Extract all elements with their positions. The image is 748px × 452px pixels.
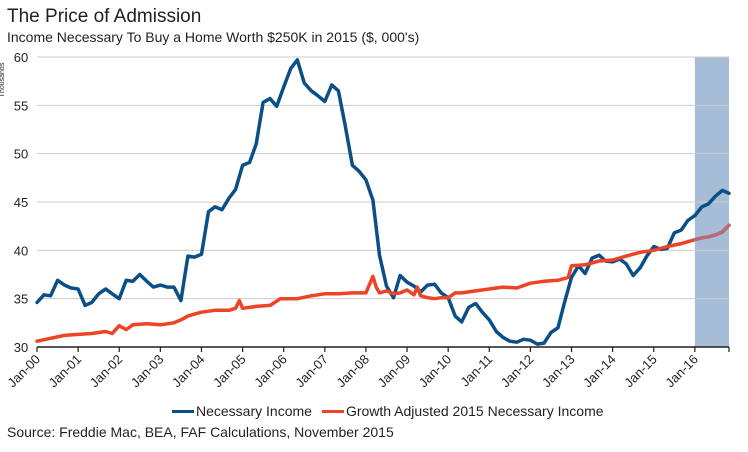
chart-subtitle: Income Necessary To Buy a Home Worth $25… <box>7 29 420 45</box>
chart-legend: Necessary Income Growth Adjusted 2015 Ne… <box>172 403 614 419</box>
x-tick-label: Jan-03 <box>128 352 167 391</box>
x-tick-label: Jan-14 <box>580 352 619 391</box>
growth-adjusted-forecast-line <box>693 223 731 242</box>
chart-title: The Price of Admission <box>7 6 202 27</box>
legend-item-necessary-income: Necessary Income <box>172 403 312 419</box>
x-tick-label: Jan-04 <box>169 352 208 391</box>
source-note: Source: Freddie Mac, BEA, FAF Calculatio… <box>7 424 394 440</box>
x-tick-label: Jan-09 <box>374 352 413 391</box>
legend-label-growth-adjusted: Growth Adjusted 2015 Necessary Income <box>345 403 604 419</box>
y-tick-label: 55 <box>14 98 28 113</box>
legend-swatch-growth-adjusted <box>321 409 344 413</box>
y-axis-label: Thousands <box>0 62 6 97</box>
x-tick-label: Jan-15 <box>621 352 660 391</box>
x-tick-label: Jan-01 <box>46 352 85 391</box>
x-tick-label: Jan-06 <box>251 352 290 391</box>
x-tick-label: Jan-12 <box>498 352 537 391</box>
x-tick-label: Jan-16 <box>662 352 701 391</box>
x-tick-label: Jan-11 <box>457 352 495 390</box>
x-tick-label: Jan-07 <box>292 352 331 391</box>
legend-label-necessary-income: Necessary Income <box>196 403 312 419</box>
x-tick-label: Jan-05 <box>210 352 249 391</box>
growth-adjusted-income-line <box>35 223 731 343</box>
y-tick-label: 35 <box>14 292 28 307</box>
legend-item-growth-adjusted: Growth Adjusted 2015 Necessary Income <box>321 403 604 419</box>
x-tick-label: Jan-00 <box>4 352 43 391</box>
x-tick-label: Jan-02 <box>87 352 126 391</box>
y-tick-label: 45 <box>14 195 28 210</box>
x-tick-label: Jan-08 <box>333 352 372 391</box>
y-tick-label: 50 <box>14 147 28 162</box>
y-tick-label: 60 <box>14 50 28 65</box>
legend-swatch-necessary-income <box>172 409 194 413</box>
x-tick-label: Jan-10 <box>416 352 455 391</box>
y-tick-label: 30 <box>14 340 28 355</box>
y-tick-label: 40 <box>14 243 28 258</box>
x-tick-label: Jan-13 <box>539 352 578 391</box>
